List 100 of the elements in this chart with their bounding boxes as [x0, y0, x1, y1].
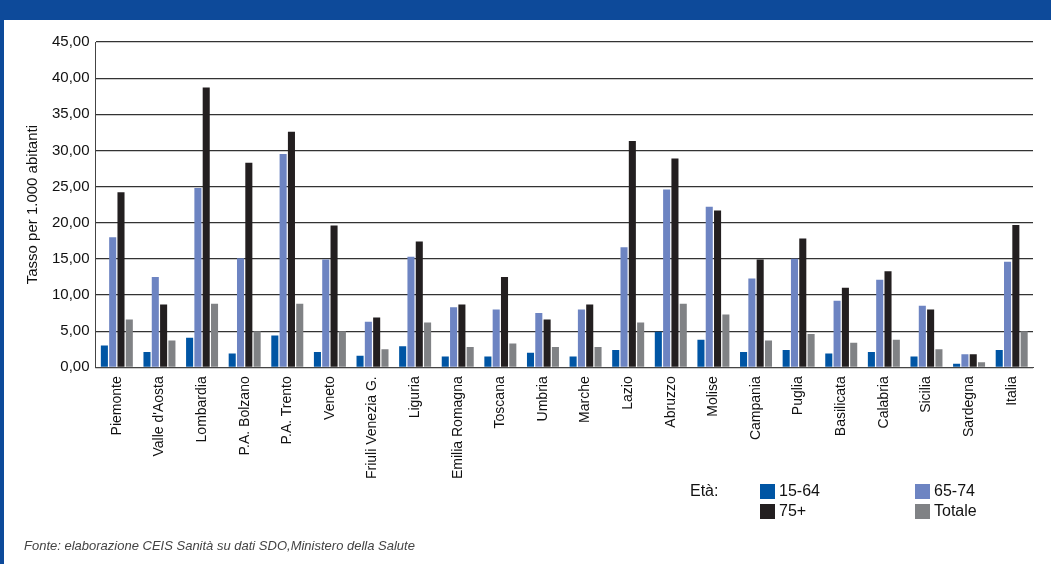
bar — [654, 331, 662, 367]
bar — [364, 321, 372, 367]
bar — [271, 335, 279, 367]
bar — [935, 349, 943, 367]
bar — [253, 331, 261, 367]
y-tick-label: 5,00 — [60, 321, 90, 339]
x-tick-label: Puglia — [789, 376, 806, 416]
bar — [850, 342, 858, 367]
y-tick-label: 40,00 — [51, 68, 90, 86]
bar — [892, 339, 900, 367]
y-tick-label: 10,00 — [51, 285, 90, 303]
bar — [799, 238, 807, 367]
bar — [450, 307, 458, 367]
bar — [628, 141, 636, 367]
bar — [509, 343, 517, 367]
bar — [841, 287, 849, 367]
bar — [586, 304, 594, 367]
bar — [705, 206, 713, 367]
bar — [953, 363, 961, 367]
x-tick-label: Emilia Romagna — [448, 376, 465, 480]
bar — [714, 210, 722, 367]
bar — [117, 192, 125, 367]
bar — [637, 322, 645, 367]
bar — [1020, 331, 1028, 367]
x-tick-label: Umbria — [533, 376, 550, 422]
bar — [407, 256, 415, 367]
x-tick-label: Lombardia — [192, 376, 209, 443]
bar — [833, 300, 841, 367]
x-tick-label: Italia — [1002, 376, 1019, 406]
bar — [748, 278, 756, 367]
bar — [356, 355, 364, 367]
bar — [995, 349, 1003, 367]
y-tick-label: 25,00 — [51, 176, 90, 194]
bar — [671, 158, 679, 367]
bar — [211, 303, 219, 367]
bar — [969, 354, 977, 367]
bar — [620, 247, 628, 367]
x-tick-label: Veneto — [320, 376, 337, 420]
bar — [543, 319, 551, 367]
x-tick-label: P.A. Trento — [278, 376, 295, 445]
bar — [740, 352, 748, 367]
bar — [338, 331, 346, 367]
bar — [978, 362, 986, 367]
x-tick-label: Sardegna — [959, 376, 976, 438]
bar — [594, 347, 602, 367]
bar — [500, 276, 509, 367]
bar — [313, 352, 321, 367]
bar — [287, 131, 295, 367]
bar — [492, 309, 500, 367]
bar — [466, 347, 474, 367]
bar — [535, 313, 543, 367]
legend-label: Totale — [934, 502, 977, 520]
bar — [663, 189, 671, 367]
y-tick-label: 30,00 — [51, 140, 90, 158]
bar — [825, 353, 833, 367]
bar — [1004, 261, 1012, 367]
y-tick-label: 15,00 — [51, 249, 90, 266]
x-tick-label: Basilicata — [832, 376, 849, 437]
bar — [612, 349, 620, 367]
x-tick-label: Abruzzo — [661, 376, 678, 428]
x-tick-label: Friuli Venezia G. — [363, 376, 380, 480]
bar — [168, 340, 176, 367]
x-tick-label: Lazio — [619, 376, 636, 410]
bar — [143, 352, 151, 367]
bar — [160, 304, 168, 367]
x-tick-label: Piemonte — [107, 376, 124, 436]
legend-label: 15-64 — [779, 482, 820, 500]
bar — [424, 322, 432, 367]
bar — [415, 241, 423, 367]
bar — [764, 340, 773, 367]
bar — [484, 356, 492, 367]
bar — [441, 356, 449, 367]
bar — [756, 259, 764, 367]
y-tick-label: 35,00 — [51, 104, 90, 122]
bar — [330, 225, 338, 367]
legend-label: 65-74 — [934, 482, 975, 500]
y-tick-label: 20,00 — [51, 212, 90, 230]
bar — [381, 349, 389, 367]
bar — [577, 309, 585, 367]
bar — [228, 353, 236, 367]
x-tick-label: Molise — [704, 376, 721, 417]
x-tick-label: P.A. Bolzano — [235, 376, 252, 456]
bar — [202, 87, 210, 367]
y-axis-title: Tasso per 1.000 abitanti — [23, 125, 41, 285]
bar — [458, 304, 466, 367]
bar — [790, 258, 799, 367]
bar — [322, 259, 330, 367]
bar — [807, 334, 815, 367]
bar — [569, 356, 577, 367]
y-tick-label: 0,00 — [60, 357, 90, 375]
x-tick-label: Toscana — [491, 376, 508, 429]
source-note: Fonte: elaborazione CEIS Sanità su dati SDO,Ministero della Salute — [24, 538, 415, 553]
bar — [722, 314, 730, 367]
bar — [876, 279, 884, 367]
bar — [399, 346, 407, 367]
bar — [884, 271, 892, 367]
legend-label: 75+ — [779, 502, 807, 520]
x-tick-label: Calabria — [874, 376, 891, 429]
bar — [245, 162, 253, 367]
bar — [236, 258, 245, 367]
